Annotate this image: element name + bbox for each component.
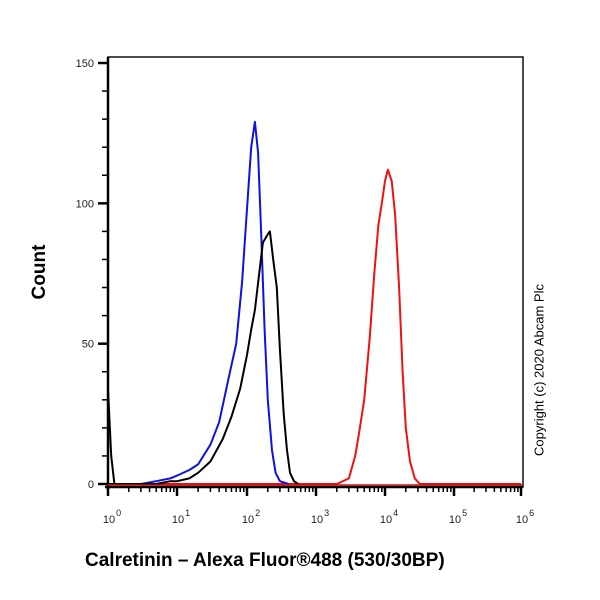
copyright-annotation: Copyright (c) 2020 Abcam Plc [531,284,547,456]
y-tick-label: 50 [82,339,94,351]
series-blue-line [108,120,289,485]
y-tick-label: 150 [76,58,94,70]
x-tick-label: 105 [449,508,467,526]
x-tick-label: 104 [380,508,398,526]
x-tick-label: 103 [311,508,329,526]
plot-border [107,56,524,488]
y-axis-label: Count [29,244,50,300]
y-tick-label: 0 [88,479,94,491]
x-tick-label: 106 [516,508,534,526]
x-axis: 100 101 102 103 104 105 106 [103,487,534,526]
series-low-end-spike-all-line [107,388,116,485]
y-tick-label: 100 [76,198,94,210]
x-tick-label: 100 [103,508,121,526]
x-axis-label: Calretinin – Alexa Fluor®488 (530/30BP) [85,550,445,571]
plot-frame [105,56,524,490]
series-black-line [108,230,299,485]
series-lines [107,120,523,486]
series-red-line [108,168,521,485]
x-tick-label: 102 [242,508,260,526]
y-axis: 0 50 100 150 [76,58,108,491]
x-tick-label: 101 [172,508,190,526]
